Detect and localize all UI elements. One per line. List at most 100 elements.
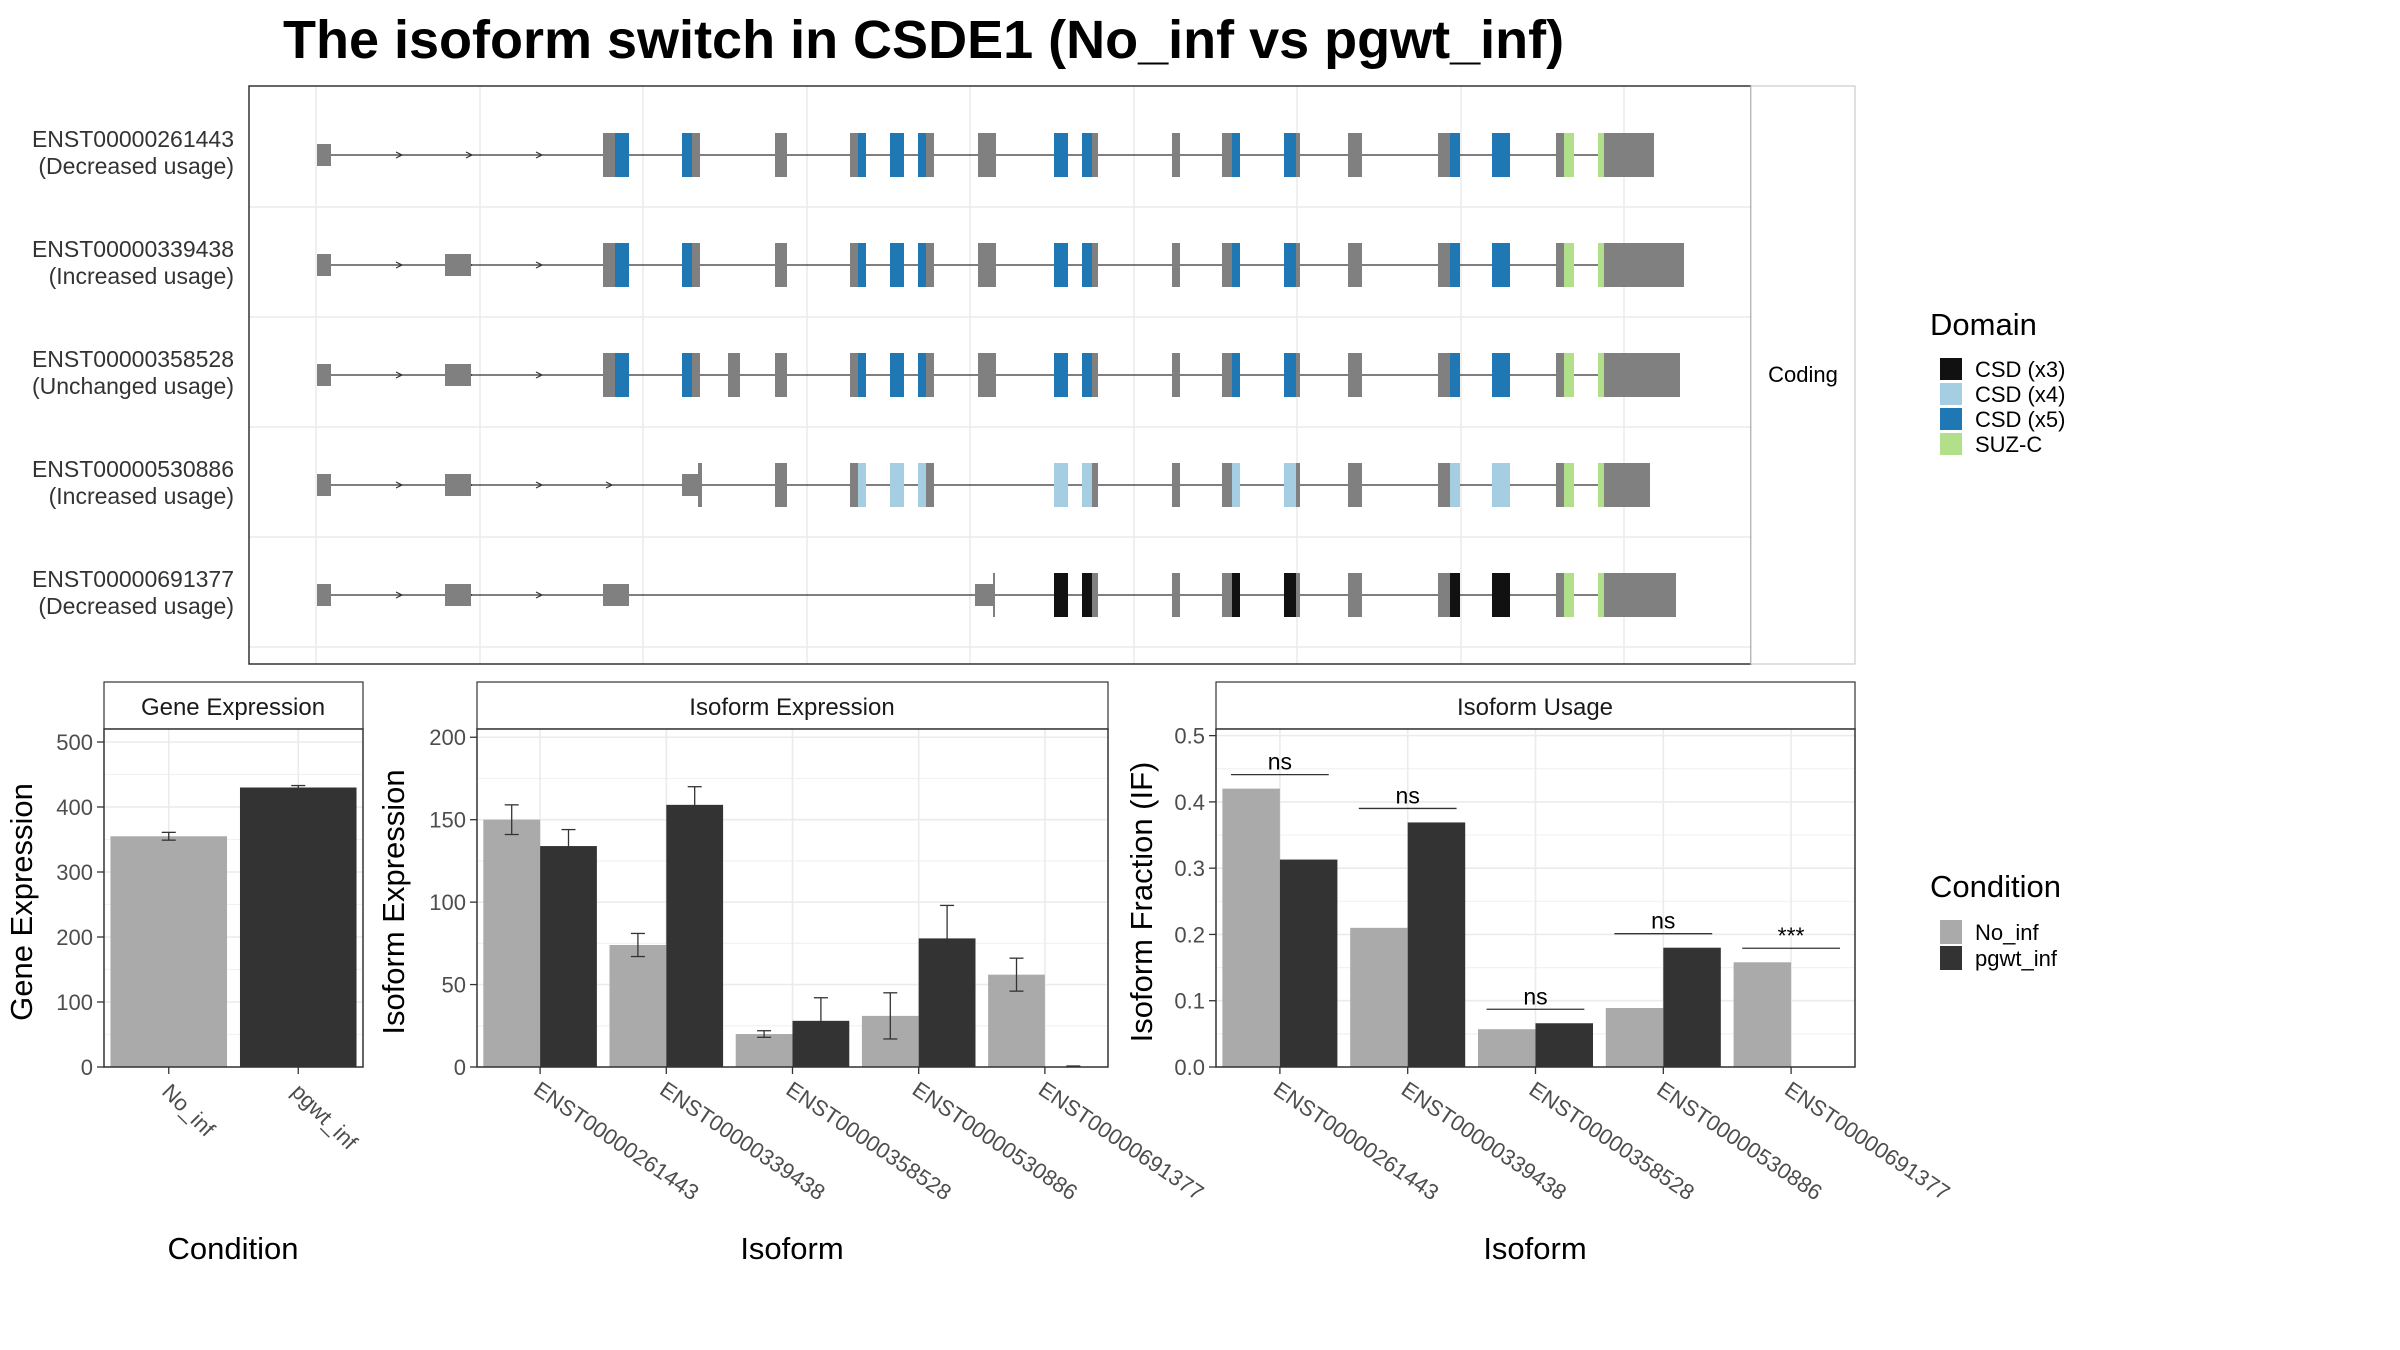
exon-block — [775, 353, 787, 397]
exon-block — [1172, 133, 1180, 177]
exon-block — [1296, 133, 1300, 177]
exon-block — [926, 353, 934, 397]
isoform-usage-panel: Isoform Usage 0.00.10.20.30.40.5ENST0000… — [1124, 681, 1955, 1266]
bar — [110, 836, 228, 1067]
intron-arrow — [535, 481, 544, 489]
exon-block — [603, 584, 629, 606]
exon-block — [1092, 243, 1098, 287]
exon-block — [1556, 133, 1564, 177]
transcript-track — [317, 353, 1680, 397]
domain-block — [1450, 353, 1460, 397]
exon-block — [1348, 353, 1362, 397]
exon-block — [1296, 353, 1300, 397]
domain-legend-label: CSD (x3) — [1975, 357, 2065, 382]
domain-block — [615, 353, 629, 397]
isoform-expression-ylabel: Isoform Expression — [376, 769, 411, 1034]
domain-block — [1492, 353, 1510, 397]
transcript-id-label: ENST00000339438 — [32, 236, 234, 262]
domain-block — [1564, 353, 1574, 397]
domain-block — [918, 463, 926, 507]
exon-block — [317, 144, 331, 166]
exon-block — [850, 243, 858, 287]
exon-block — [1438, 353, 1450, 397]
isoform-usage-plot: 0.00.10.20.30.40.5ENST00000261443ENST000… — [1174, 724, 1954, 1206]
intron-arrow — [395, 481, 404, 489]
y-tick-label: 0.4 — [1174, 790, 1205, 815]
transcript-id-label: ENST00000261443 — [32, 126, 234, 152]
x-tick-label: pgwt_inf — [287, 1079, 363, 1155]
bar — [1535, 1023, 1594, 1067]
domain-legend-key — [1940, 408, 1962, 430]
domain-legend-label: CSD (x4) — [1975, 382, 2065, 407]
y-tick-label: 0 — [81, 1055, 93, 1080]
domain-block — [858, 463, 866, 507]
domain-block — [858, 133, 866, 177]
bar — [1477, 1029, 1536, 1067]
y-tick-label: 0.3 — [1174, 856, 1205, 881]
exon-block — [1348, 573, 1362, 617]
exon-block — [1172, 573, 1180, 617]
domain-block — [682, 133, 692, 177]
transcript-track — [317, 243, 1684, 287]
exon-block — [1556, 573, 1564, 617]
transcript-track — [317, 573, 1676, 617]
domain-block — [1232, 353, 1240, 397]
coding-facet-strip — [1750, 85, 1856, 665]
exon-block — [1296, 243, 1300, 287]
transcript-usage-label: (Increased usage) — [49, 483, 234, 509]
transcript-id-label: ENST00000358528 — [32, 346, 234, 372]
domain-block — [615, 243, 629, 287]
gene-expression-xlabel: Condition — [168, 1231, 299, 1266]
bar — [1605, 1008, 1664, 1067]
intron-arrow — [535, 371, 544, 379]
gene-expression-plot: 0 100 200 300 400 500 No_inf pgwt_inf — [56, 728, 364, 1155]
bar — [735, 1034, 793, 1067]
transcript-id-label: ENST00000691377 — [32, 566, 234, 592]
domain-block — [890, 133, 904, 177]
intron-arrow — [395, 371, 404, 379]
exon-block — [1348, 133, 1362, 177]
domain-block — [1082, 573, 1092, 617]
bar — [609, 944, 667, 1067]
exon-block — [682, 474, 698, 496]
exon-block — [317, 474, 331, 496]
intron-arrow — [535, 151, 544, 159]
exon-block — [1348, 243, 1362, 287]
bar — [239, 787, 357, 1067]
exon-block — [603, 353, 615, 397]
y-tick-label: 50 — [442, 973, 466, 998]
domain-block — [1450, 463, 1460, 507]
gene-expression-ylabel: Gene Expression — [4, 783, 39, 1021]
domain-block — [682, 243, 692, 287]
significance-label: ns — [1523, 983, 1547, 1009]
domain-block — [1564, 133, 1574, 177]
significance-label: ns — [1396, 782, 1420, 808]
condition-legend-label: pgwt_inf — [1975, 946, 2058, 971]
isoform-expression-title: Isoform Expression — [689, 694, 894, 721]
domain-block — [918, 243, 926, 287]
isoform-usage-ylabel: Isoform Fraction (IF) — [1124, 762, 1159, 1043]
domain-block — [1564, 573, 1574, 617]
transcript-usage-label: (Decreased usage) — [38, 153, 234, 179]
exon-block — [1172, 243, 1180, 287]
transcript-track — [317, 133, 1654, 177]
exon-block — [1296, 573, 1300, 617]
exon-block — [926, 463, 934, 507]
exon-block — [1348, 463, 1362, 507]
intron-arrow — [465, 151, 474, 159]
exon-block — [1604, 463, 1650, 507]
domain-block — [1598, 573, 1604, 617]
exon-block — [1172, 353, 1180, 397]
domain-block — [890, 353, 904, 397]
bar — [1222, 788, 1280, 1067]
exon-block — [698, 463, 702, 507]
transcript-labels: ENST00000261443(Decreased usage) ENST0000… — [32, 126, 234, 619]
exon-block — [692, 243, 700, 287]
bar — [1279, 859, 1338, 1067]
plot-border — [476, 728, 1109, 1068]
domain-legend-items: CSD (x3)CSD (x4)CSD (x5)SUZ-C — [1940, 357, 2065, 457]
domain-block — [1598, 243, 1604, 287]
y-tick-label: 0 — [454, 1055, 466, 1080]
bar — [1663, 947, 1721, 1067]
exon-block — [775, 463, 787, 507]
